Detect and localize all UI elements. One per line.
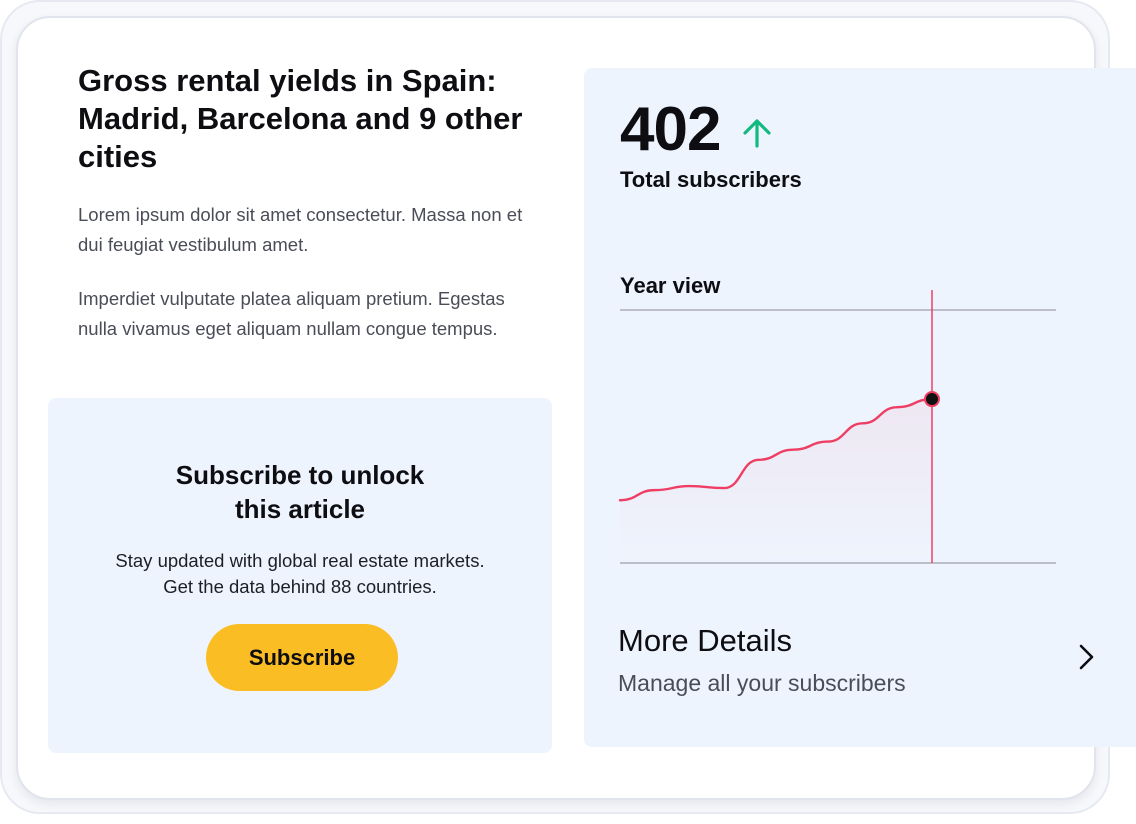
total-subscribers-label: Total subscribers [620, 167, 802, 192]
series-line [618, 397, 934, 502]
chart-highlight-point [924, 391, 940, 408]
paywall-title: Subscribe to unlock this article [48, 458, 552, 526]
subscribe-button[interactable]: Subscribe [206, 624, 398, 691]
more-details-link[interactable]: More Details Manage all your subscribers [618, 622, 1098, 702]
paywall-text-line-1: Stay updated with global real estate mar… [115, 550, 485, 571]
more-details-subtitle: Manage all your subscribers [618, 670, 906, 696]
subscribers-card: 402 Total subscribers Year view More Det… [584, 68, 1136, 747]
paywall-description: Stay updated with global real estate mar… [48, 548, 552, 600]
paywall-panel: Subscribe to unlock this article Stay up… [48, 398, 552, 753]
series-area [620, 399, 932, 563]
paywall-text-line-2: Get the data behind 88 countries. [163, 576, 437, 597]
paywall-title-line-1: Subscribe to unlock [175, 460, 425, 490]
article-paragraph-2: Imperdiet vulputate platea aliquam preti… [78, 288, 505, 339]
arrow-up-icon [743, 119, 771, 148]
article-title: Gross rental yields in Spain: Madrid, Ba… [78, 63, 523, 174]
more-details-title: More Details [618, 623, 792, 658]
total-subscribers-count: 402 [620, 95, 721, 164]
paywall-title-line-2: this article [234, 494, 366, 524]
year-view-label: Year view [620, 273, 721, 298]
chevron-right-icon[interactable] [1074, 642, 1098, 672]
article-paragraph-1: Lorem ipsum dolor sit amet consectetur. … [78, 204, 523, 255]
